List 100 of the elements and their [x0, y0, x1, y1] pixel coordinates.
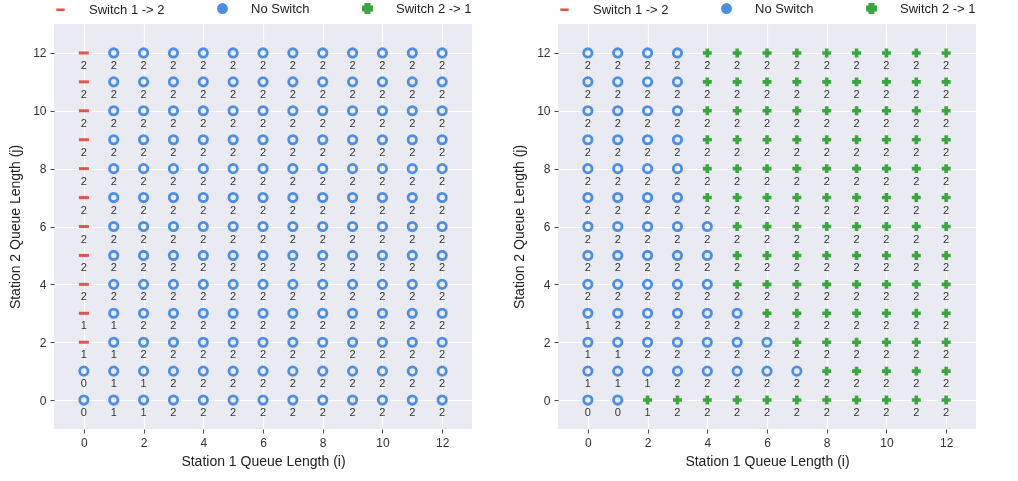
- annotation: 2: [110, 203, 117, 216]
- annotation: 2: [674, 87, 681, 100]
- annotation: 2: [763, 319, 771, 332]
- annotation: 2: [110, 290, 117, 303]
- annotation: 2: [409, 290, 416, 303]
- annotation: 2: [674, 406, 681, 419]
- annotation: 2: [230, 145, 237, 158]
- annotation: 2: [379, 58, 386, 71]
- annotation: 2: [734, 377, 741, 390]
- annotation: 2: [763, 290, 771, 303]
- annotation: 2: [763, 406, 771, 419]
- y-tick-label: 4: [39, 277, 47, 292]
- annotation: 2: [289, 145, 296, 158]
- annotation: 2: [763, 203, 771, 216]
- legend-label: Switch 2 -> 1: [900, 0, 976, 16]
- annotation: 2: [80, 290, 87, 303]
- annotation: 2: [763, 116, 771, 129]
- annotation: 2: [704, 145, 711, 158]
- annotation: 2: [793, 203, 800, 216]
- annotation: 2: [913, 87, 920, 100]
- annotation: 2: [704, 203, 711, 216]
- annotation: 0: [584, 406, 591, 419]
- annotation: 2: [734, 203, 741, 216]
- annotation: 2: [379, 203, 386, 216]
- annotation: 2: [170, 377, 177, 390]
- annotation: 2: [883, 58, 890, 71]
- annotation: 2: [704, 406, 711, 419]
- annotation: 2: [704, 232, 711, 245]
- x-tick-label: 10: [880, 435, 894, 450]
- annotation: 2: [584, 290, 591, 303]
- annotation: 2: [823, 232, 830, 245]
- annotation: 2: [793, 232, 800, 245]
- annotation: 2: [140, 145, 147, 158]
- y-tick-label: 6: [543, 220, 551, 234]
- annotation: 2: [439, 58, 446, 71]
- y-tick-label: 6: [39, 220, 47, 234]
- annotation: 2: [883, 232, 890, 245]
- annotation: 2: [319, 261, 326, 274]
- annotation: 2: [439, 174, 446, 187]
- y-tick-label: 4: [543, 277, 551, 292]
- annotation: 2: [200, 348, 207, 361]
- annotation: 2: [110, 261, 117, 274]
- annotation: 2: [349, 406, 356, 419]
- annotation: 2: [439, 406, 446, 419]
- annotation: 2: [704, 174, 711, 187]
- annotation: 2: [943, 58, 950, 71]
- y-tick-label: 12: [33, 46, 47, 61]
- annotation: 2: [644, 174, 651, 187]
- annotation: 2: [913, 58, 920, 71]
- annotation: 2: [883, 203, 890, 216]
- annotation: 2: [319, 232, 326, 245]
- annotation: 2: [793, 290, 800, 303]
- annotation: 2: [80, 203, 87, 216]
- annotation: 2: [409, 203, 416, 216]
- annotation: 2: [409, 174, 416, 187]
- annotation: 2: [80, 174, 87, 187]
- annotation: 2: [200, 319, 207, 332]
- annotation: 2: [409, 319, 416, 332]
- annotation: 2: [230, 319, 237, 332]
- annotation: 2: [409, 116, 416, 129]
- annotation: 2: [379, 348, 386, 361]
- annotation: 2: [379, 406, 386, 419]
- annotation: 2: [409, 406, 416, 419]
- annotation: 2: [913, 377, 920, 390]
- x-tick-label: 0: [585, 435, 593, 450]
- annotation: 2: [349, 116, 356, 129]
- annotation: 2: [170, 203, 177, 216]
- annotation: 2: [110, 87, 117, 100]
- annotation: 2: [913, 348, 920, 361]
- annotation: 2: [140, 319, 147, 332]
- annotation: 2: [439, 377, 446, 390]
- annotation: 2: [349, 261, 356, 274]
- annotation: 1: [644, 377, 651, 390]
- annotation: 2: [259, 87, 267, 100]
- annotation: 2: [230, 290, 237, 303]
- annotation: 2: [140, 58, 147, 71]
- annotation: 2: [853, 174, 860, 187]
- x-axis-title: Station 1 Queue Length (i): [181, 452, 346, 469]
- annotation: 2: [853, 377, 860, 390]
- annotation: 2: [883, 406, 890, 419]
- annotation: 2: [853, 319, 860, 332]
- annotation: 2: [943, 290, 950, 303]
- annotation: 2: [80, 261, 87, 274]
- y-tick-label: 10: [537, 104, 551, 119]
- annotation: 2: [853, 145, 860, 158]
- annotation: 2: [319, 348, 326, 361]
- annotation: 2: [319, 290, 326, 303]
- annotation: 1: [614, 348, 621, 361]
- annotation: 2: [80, 145, 87, 158]
- annotation: 2: [734, 319, 741, 332]
- annotation: 2: [289, 87, 296, 100]
- annotation: 2: [200, 290, 207, 303]
- annotation: 2: [614, 203, 621, 216]
- x-tick-label: 4: [704, 435, 712, 450]
- annotation: 2: [200, 377, 207, 390]
- annotation: 2: [409, 261, 416, 274]
- annotation: 0: [80, 406, 87, 419]
- annotation: 2: [80, 87, 87, 100]
- annotation: 2: [170, 174, 177, 187]
- annotation: 2: [170, 406, 177, 419]
